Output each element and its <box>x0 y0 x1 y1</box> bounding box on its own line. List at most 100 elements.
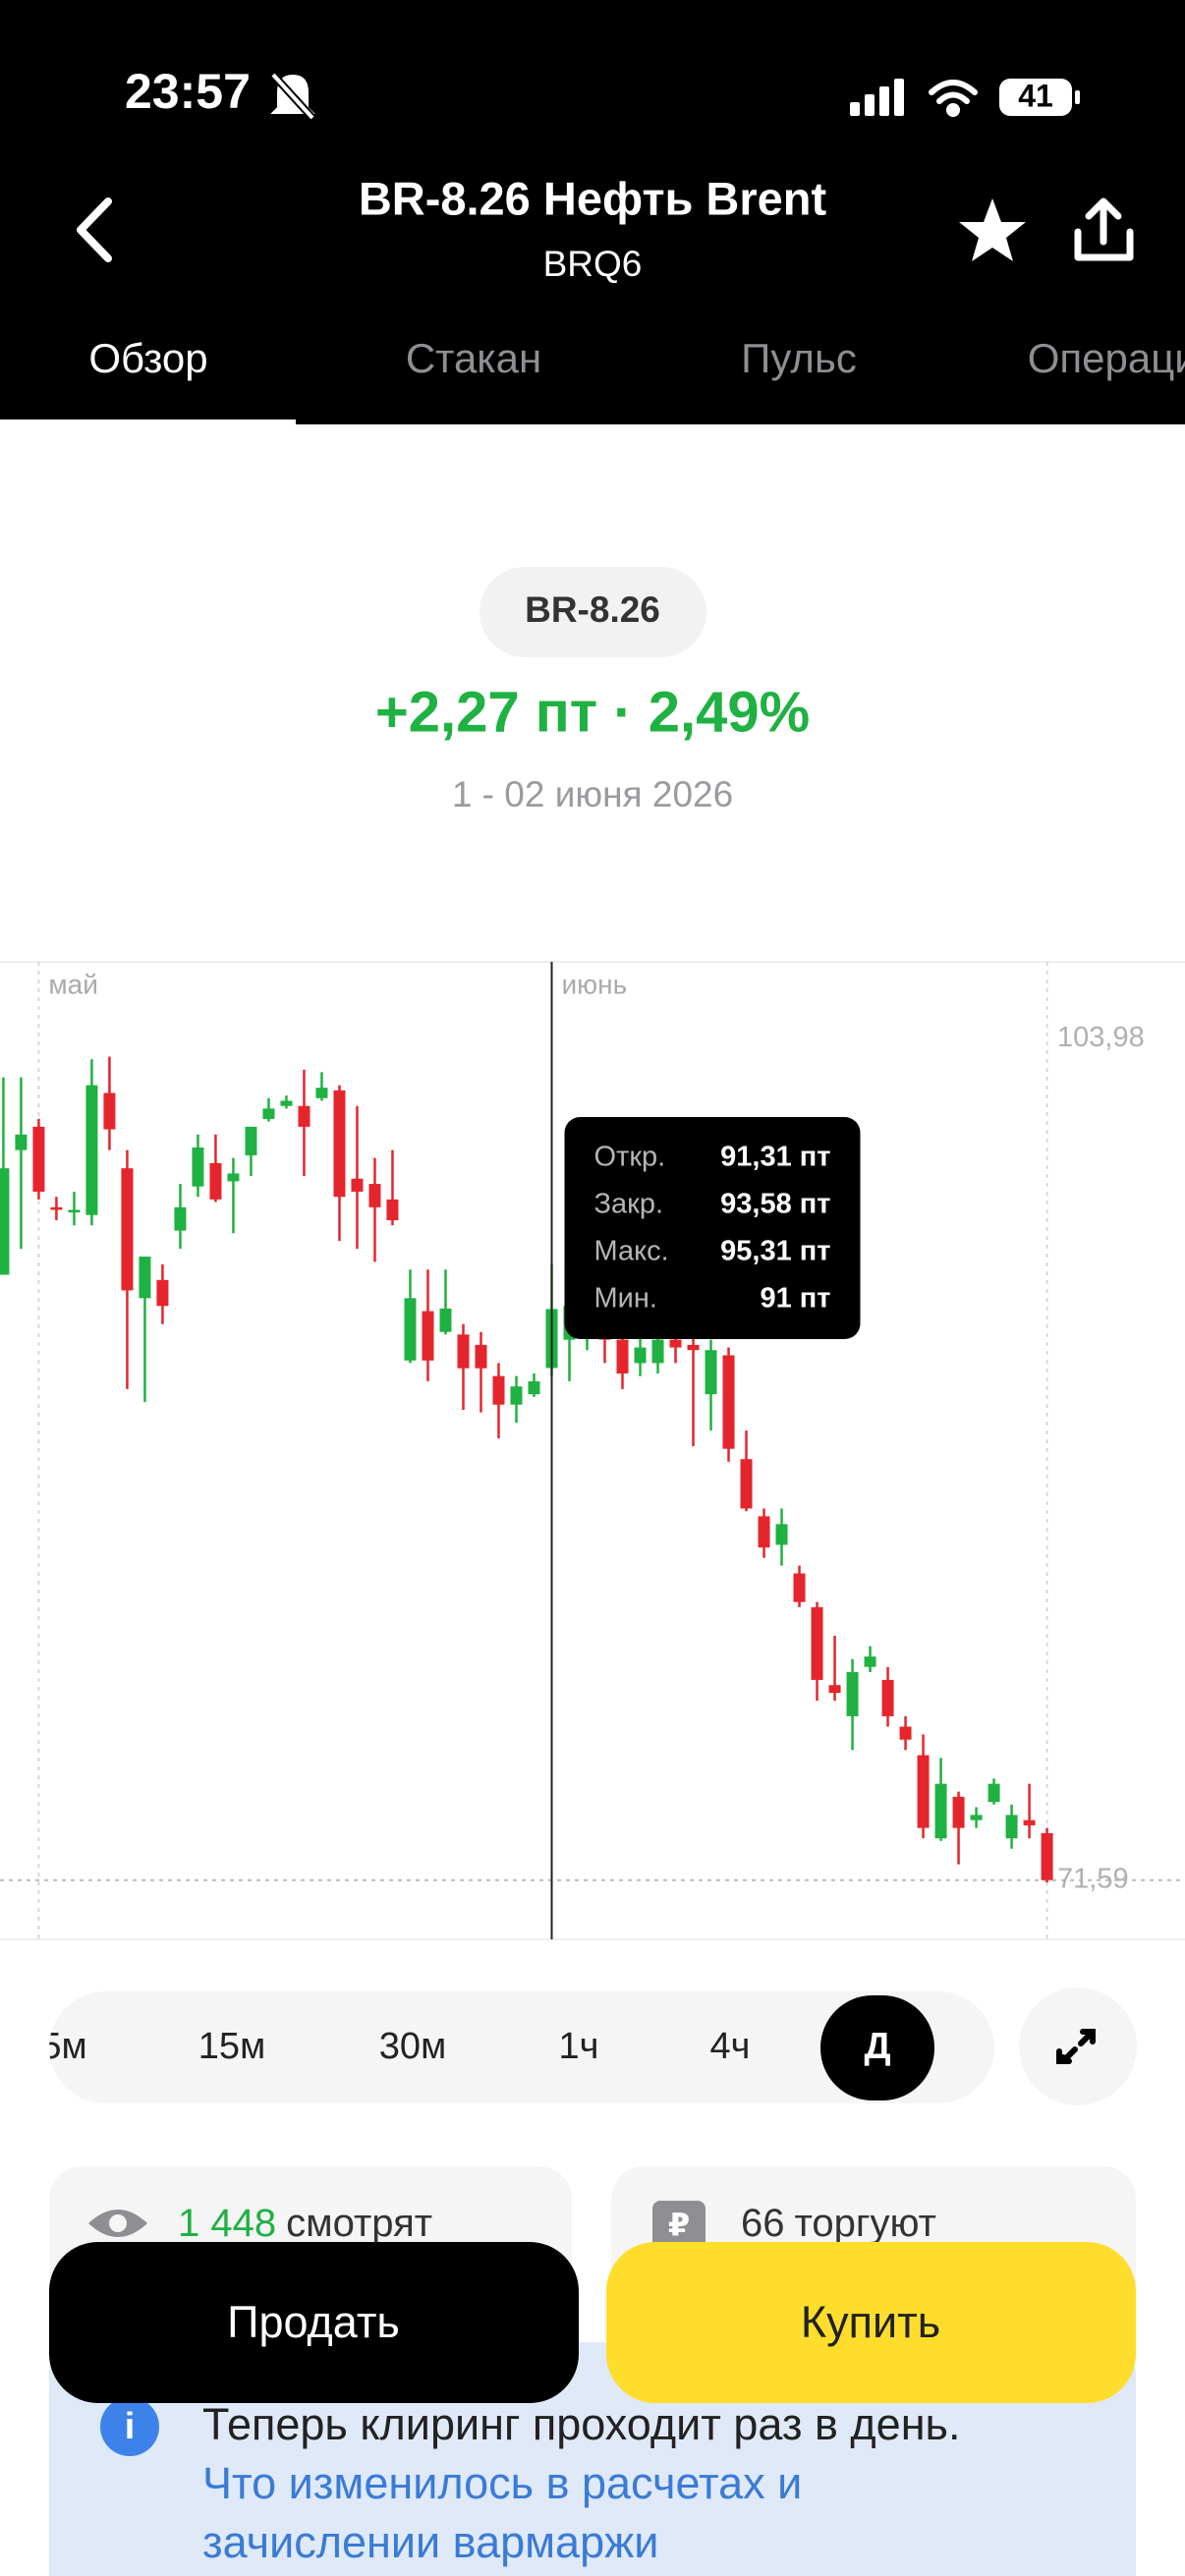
y-tick-label: 71,59 <box>1057 1863 1129 1894</box>
candle-body <box>15 1134 28 1150</box>
candle-body <box>528 1380 540 1395</box>
battery-tip <box>1075 90 1080 104</box>
candles <box>0 1056 1053 1883</box>
tooltip-value: 91 пт <box>760 1283 830 1315</box>
candle-body <box>634 1347 647 1364</box>
candle-body <box>917 1755 930 1828</box>
notice-text: Теперь клиринг проходит раз в день. <box>202 2399 961 2449</box>
price-change: +2,27 пт · 2,49% <box>375 680 810 744</box>
timeframe[interactable]: 1ч <box>559 2026 599 2067</box>
viewers: 1 448 смотрят <box>178 2202 432 2245</box>
candle-body <box>881 1679 894 1716</box>
candle-body <box>669 1339 682 1348</box>
fullscreen-icon <box>1056 2029 1096 2064</box>
candle-body <box>758 1516 770 1548</box>
notice-link[interactable]: зачислении вармаржи <box>202 2517 658 2567</box>
candle-body <box>245 1126 257 1155</box>
candle-body <box>422 1311 434 1361</box>
candle-body <box>103 1092 116 1130</box>
viewers-label: смотрят <box>286 2202 432 2245</box>
buy-label: Купить <box>801 2297 940 2347</box>
tab[interactable]: Обзор <box>88 335 207 381</box>
candle-body <box>705 1350 717 1395</box>
candle-body <box>1005 1815 1018 1839</box>
timeframe[interactable]: Д <box>864 2026 890 2067</box>
tab[interactable]: Пульс <box>741 335 857 381</box>
ticker-pill <box>480 567 706 657</box>
candle-body <box>934 1783 947 1839</box>
candle-body <box>988 1783 1000 1803</box>
candle-body <box>32 1126 45 1192</box>
candle-body <box>740 1459 753 1509</box>
status-time: 23:57 <box>125 64 251 119</box>
timeframe-bar <box>49 1991 994 2103</box>
notice-link[interactable]: Что изменилось в расчетах и <box>202 2458 802 2508</box>
battery-level: 41 <box>1018 78 1053 113</box>
candle-body <box>510 1386 523 1405</box>
favorite-button[interactable] <box>959 198 1026 261</box>
tooltip-label: Мин. <box>594 1283 657 1315</box>
candle-body <box>475 1344 487 1369</box>
candle-body <box>50 1206 63 1210</box>
share-button[interactable] <box>1074 197 1134 261</box>
candle-body <box>899 1726 912 1740</box>
fullscreen-button[interactable] <box>1019 1988 1137 2105</box>
timeframe[interactable]: 30м <box>379 2026 446 2067</box>
x-tick-label: июнь <box>562 969 628 999</box>
tab[interactable]: Операции <box>1028 335 1185 381</box>
tab-indicator <box>0 420 296 424</box>
candle-body <box>492 1375 505 1405</box>
candle-body <box>156 1279 169 1307</box>
candle-body <box>192 1148 204 1187</box>
candle-body <box>846 1671 859 1716</box>
candle-body <box>793 1573 806 1602</box>
candle-body <box>351 1178 364 1192</box>
info-icon <box>100 2397 159 2456</box>
sell-label: Продать <box>227 2297 400 2347</box>
sell-button[interactable] <box>49 2242 579 2403</box>
candle-body <box>687 1344 700 1351</box>
ruble-icon <box>652 2201 705 2250</box>
battery-icon <box>999 79 1072 116</box>
candle-body <box>775 1524 788 1545</box>
candle-body <box>333 1090 346 1198</box>
buy-button[interactable] <box>606 2242 1136 2403</box>
candle-body <box>952 1796 965 1828</box>
candle-body <box>457 1334 470 1369</box>
tooltip-value: 91,31 пт <box>720 1142 830 1173</box>
traders-label: торгуют <box>795 2202 936 2245</box>
viewers-count: 1 448 <box>178 2202 276 2245</box>
timeframe[interactable]: 15м <box>198 2026 265 2067</box>
tooltip-label: Макс. <box>594 1236 669 1267</box>
candle-body <box>1041 1832 1053 1880</box>
candle-body <box>209 1162 222 1200</box>
back-button[interactable] <box>77 197 112 262</box>
timeframe-selected <box>820 1995 934 2100</box>
eye-icon <box>88 2210 147 2237</box>
candle-body <box>298 1105 310 1127</box>
x-tick-label: май <box>48 969 97 999</box>
timeframe[interactable]: 5м <box>40 2026 87 2067</box>
silent-icon <box>270 72 315 121</box>
candle-body <box>368 1184 381 1207</box>
ticker: BR-8.26 <box>525 589 660 630</box>
info-glyph: i <box>125 2406 136 2447</box>
tab[interactable]: Стакан <box>406 335 541 381</box>
instrument-code: BRQ6 <box>543 244 643 284</box>
candle-body <box>139 1257 151 1299</box>
candle-body <box>227 1173 240 1182</box>
instrument-title: BR-8.26 Нефть Brent <box>359 172 827 224</box>
traders-count: 66 <box>741 2202 785 2245</box>
candle-body <box>970 1815 983 1820</box>
traders: 66 торгуют <box>741 2202 936 2245</box>
timeframe-items: 5м 15м 30м 1ч 4ч Д <box>40 1995 934 2100</box>
tooltip-value: 95,31 пт <box>720 1236 830 1267</box>
timeframe[interactable]: 4ч <box>710 2026 751 2067</box>
candle-body <box>811 1606 823 1680</box>
period: 1 - 02 июня 2026 <box>452 774 733 814</box>
candle-body <box>722 1355 735 1449</box>
tooltip: Откр. 91,31 пт Закр. 93,58 пт Макс. 95,31 пт М… <box>564 1117 861 1339</box>
y-tick-label: 103,98 <box>1057 1022 1145 1053</box>
candle-body <box>439 1308 452 1332</box>
